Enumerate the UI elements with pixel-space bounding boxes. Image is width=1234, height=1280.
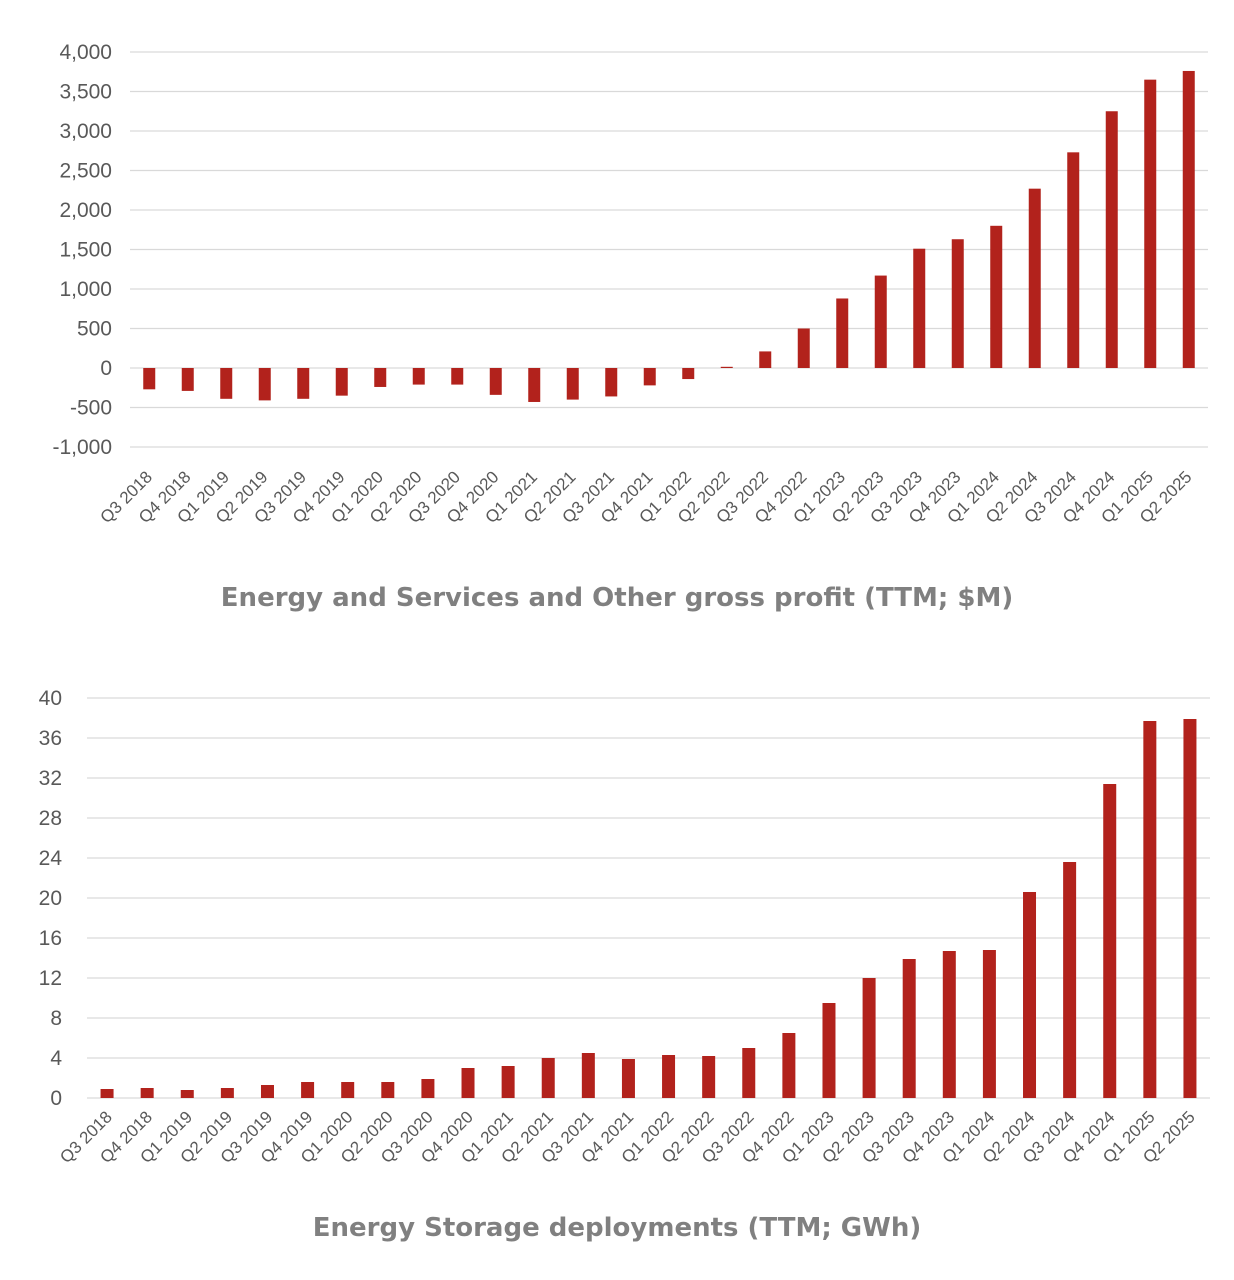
bottom-bar <box>702 1056 716 1098</box>
bottom-ytick-label: 0 <box>50 1087 62 1110</box>
bottom-bar <box>501 1066 515 1098</box>
bottom-bar <box>461 1068 475 1098</box>
top-bar <box>605 368 618 397</box>
top-bar <box>759 351 772 368</box>
top-ytick-label: 2,000 <box>59 199 112 222</box>
bottom-ytick-label: 16 <box>39 927 62 950</box>
top-bar <box>335 368 348 396</box>
top-bar <box>1144 79 1157 369</box>
top-bar <box>412 368 425 385</box>
top-bar <box>489 368 502 395</box>
bottom-ytick-label: 28 <box>39 807 62 830</box>
top-bar <box>951 239 964 368</box>
bottom-bar <box>301 1082 315 1098</box>
bottom-ytick-label: 8 <box>50 1007 62 1030</box>
top-bar <box>913 248 926 368</box>
top-bar <box>374 368 387 387</box>
top-bar <box>874 275 887 368</box>
bottom-bar <box>341 1082 355 1098</box>
bottom-chart-title: Energy Storage deployments (TTM; GWh) <box>313 1213 921 1243</box>
top-bar <box>297 368 310 399</box>
gross-profit-chart: -1,000 -500 0 500 1,000 1,500 2,000 2,500 3,000 3… <box>52 41 1208 613</box>
top-bar <box>836 298 849 368</box>
bottom-ytick-label: 20 <box>39 887 62 910</box>
bottom-bar <box>180 1090 194 1098</box>
top-bar <box>451 368 464 385</box>
bottom-bar <box>100 1089 114 1098</box>
bottom-bar <box>581 1053 595 1098</box>
bottom-ytick-label: 24 <box>39 847 63 870</box>
bottom-bar <box>1063 862 1077 1098</box>
top-ytick-label: 500 <box>77 318 112 341</box>
bottom-ytick-label: 36 <box>39 727 62 750</box>
bottom-ytick-label: 40 <box>39 687 62 710</box>
bottom-bar <box>1103 784 1117 1098</box>
bottom-bar <box>381 1082 395 1098</box>
bottom-bar <box>822 1003 836 1098</box>
top-bar <box>143 368 156 390</box>
bottom-bar <box>1143 721 1157 1098</box>
top-ytick-label: 0 <box>100 357 112 380</box>
top-bar <box>990 225 1003 368</box>
top-ytick-label: -1,000 <box>52 436 112 459</box>
bottom-ytick-label: 12 <box>39 967 62 990</box>
top-bar <box>220 368 233 399</box>
bottom-bar <box>942 951 956 1098</box>
bottom-ytick-label: 4 <box>50 1047 62 1070</box>
top-bar <box>643 368 656 386</box>
bottom-bar <box>982 950 996 1098</box>
top-ytick-label: 3,500 <box>59 81 112 104</box>
top-bar <box>181 368 194 391</box>
bottom-bar <box>742 1048 756 1098</box>
top-bar <box>797 328 810 368</box>
bottom-bar <box>621 1059 635 1098</box>
top-bar <box>1105 111 1118 368</box>
top-bar <box>1182 70 1195 369</box>
top-ytick-label: 4,000 <box>59 41 112 64</box>
top-chart-title: Energy and Services and Other gross prof… <box>221 583 1013 613</box>
bottom-bar <box>862 978 876 1098</box>
bottom-ytick-label: 32 <box>39 767 62 790</box>
bottom-bar <box>1183 719 1197 1098</box>
top-bar <box>682 368 695 380</box>
bottom-bar <box>260 1085 274 1098</box>
top-bar <box>1067 152 1080 368</box>
top-bar <box>258 368 271 401</box>
bottom-bar <box>782 1033 796 1098</box>
bottom-bar <box>1023 892 1037 1098</box>
top-bar <box>720 366 733 368</box>
top-ytick-label: 2,500 <box>59 160 112 183</box>
bottom-bar <box>902 959 916 1098</box>
bottom-bar <box>421 1079 435 1098</box>
top-bar <box>566 368 579 400</box>
bottom-bar <box>541 1058 555 1098</box>
bottom-bar <box>662 1055 676 1098</box>
top-bar <box>1028 188 1041 368</box>
top-bar <box>528 368 541 402</box>
top-ytick-label: 1,000 <box>59 278 112 301</box>
bottom-bar <box>140 1088 154 1098</box>
top-ytick-label: 1,500 <box>59 239 112 262</box>
top-ytick-label: -500 <box>70 397 112 420</box>
bottom-bar <box>220 1088 234 1098</box>
top-ytick-label: 3,000 <box>59 120 112 143</box>
